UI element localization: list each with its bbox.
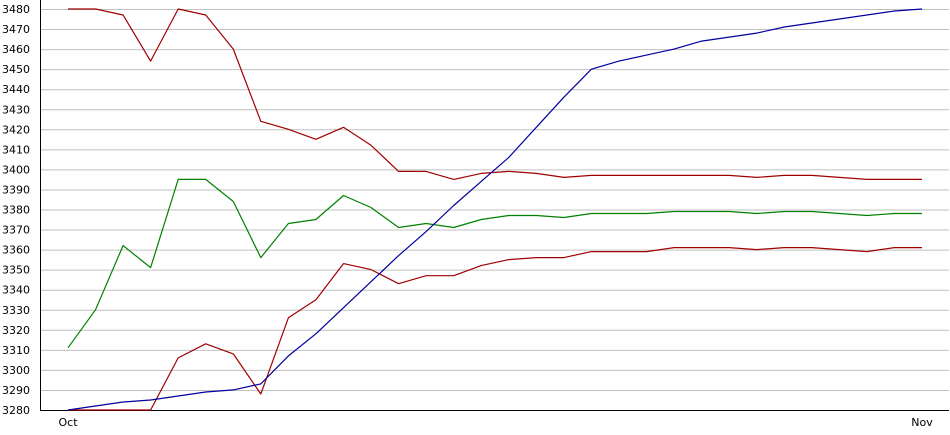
y-tick-label-3370: 3370 — [2, 224, 30, 237]
grid-lines — [40, 9, 949, 411]
y-tick-label-3290: 3290 — [2, 384, 30, 397]
y-tick-label-3380: 3380 — [2, 204, 30, 217]
series-line-3 — [68, 247, 922, 411]
y-tick-label-3470: 3470 — [2, 23, 30, 36]
series-lines — [67, 8, 923, 411]
x-tick-label-nov: Nov — [911, 416, 933, 429]
y-tick-label-3350: 3350 — [2, 264, 30, 277]
y-tick-label-3430: 3430 — [2, 103, 30, 116]
y-tick-label-3280: 3280 — [2, 404, 30, 417]
y-tick-label-3450: 3450 — [2, 63, 30, 76]
y-tick-label-3480: 3480 — [2, 3, 30, 16]
y-tick-label-3390: 3390 — [2, 183, 30, 196]
series-line-4 — [67, 8, 923, 411]
y-tick-label-3340: 3340 — [2, 284, 30, 297]
y-tick-label-3460: 3460 — [2, 43, 30, 56]
y-tick-label-3320: 3320 — [2, 324, 30, 337]
y-tick-labels: 3280 3290 3300 3310 3320 3330 3340 3350 3360 3370… — [2, 3, 30, 417]
axes — [40, 0, 949, 411]
series-line-2 — [67, 178, 922, 349]
y-tick-label-3410: 3410 — [2, 143, 30, 156]
y-tick-label-3420: 3420 — [2, 123, 30, 136]
series-line-1 — [68, 8, 922, 180]
y-tick-label-3300: 3300 — [2, 364, 30, 377]
y-tick-label-3440: 3440 — [2, 83, 30, 96]
y-tick-label-3330: 3330 — [2, 304, 30, 317]
y-tick-label-3400: 3400 — [2, 163, 30, 176]
x-tick-label-oct: Oct — [58, 416, 78, 429]
y-tick-label-3360: 3360 — [2, 244, 30, 257]
x-tick-labels: Oct Nov — [58, 416, 933, 429]
y-tick-label-3310: 3310 — [2, 344, 30, 357]
